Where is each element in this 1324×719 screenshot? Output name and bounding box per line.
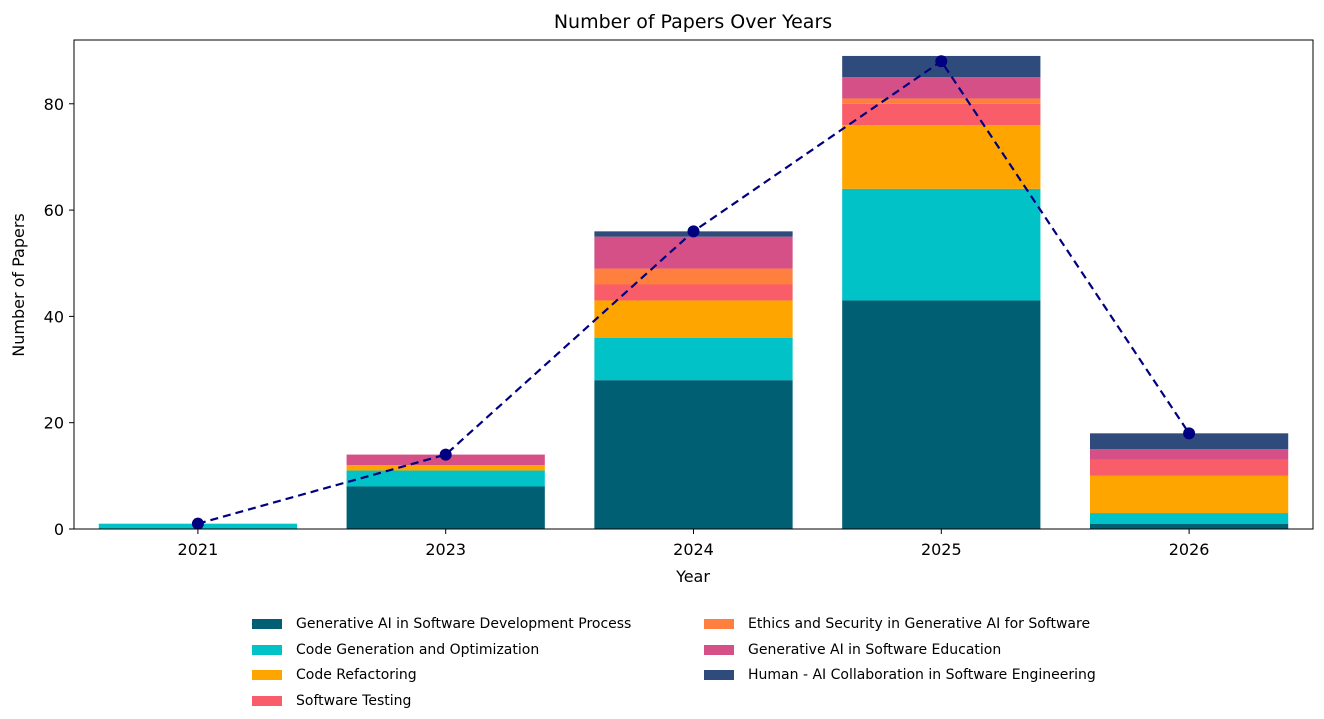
legend-item: Code Generation and Optimization bbox=[252, 638, 539, 662]
bars-layer bbox=[98, 55, 1289, 529]
legend-swatch bbox=[704, 619, 734, 629]
bar-segment bbox=[842, 300, 1041, 529]
legend-swatch bbox=[252, 644, 282, 655]
bar-segment bbox=[1089, 433, 1289, 450]
x-tick-label: 2023 bbox=[425, 540, 466, 559]
y-tick-label: 0 bbox=[54, 520, 64, 539]
legend-label: Code Refactoring bbox=[296, 667, 417, 683]
y-tick-label: 20 bbox=[44, 414, 64, 433]
bar-segment bbox=[594, 337, 793, 381]
x-axis-label: Year bbox=[675, 567, 710, 586]
legend-item: Human - AI Collaboration in Software Eng… bbox=[704, 663, 1096, 687]
totals-line-layer bbox=[191, 55, 1196, 530]
y-tick-label: 80 bbox=[44, 95, 64, 114]
legend-item: Ethics and Security in Generative AI for… bbox=[704, 612, 1090, 636]
bar-segment bbox=[346, 486, 545, 529]
legend-label: Generative AI in Software Education bbox=[748, 641, 1002, 658]
bar-segment bbox=[1089, 523, 1289, 529]
bar-segment bbox=[1089, 459, 1289, 476]
legend-item: Software Testing bbox=[252, 689, 411, 713]
legend-swatch bbox=[704, 670, 734, 680]
totals-point bbox=[1183, 427, 1196, 440]
legend-label: Generative AI in Software Development Pr… bbox=[296, 616, 632, 632]
bar-segment bbox=[594, 300, 793, 338]
chart-title: Number of Papers Over Years bbox=[554, 11, 832, 33]
legend-swatch bbox=[252, 670, 282, 680]
legend: Generative AI in Software Development Pr… bbox=[252, 612, 1152, 712]
legend-item: Generative AI in Software Development Pr… bbox=[252, 612, 631, 636]
legend-swatch bbox=[252, 619, 282, 629]
legend-item: Code Refactoring bbox=[252, 663, 417, 687]
bar-segment bbox=[1089, 449, 1289, 460]
bar-segment bbox=[594, 284, 793, 301]
bar-segment bbox=[842, 77, 1041, 99]
bar-segment bbox=[1089, 513, 1289, 524]
bar-segment bbox=[346, 470, 545, 487]
legend-item: Generative AI in Software Education bbox=[704, 638, 1001, 662]
legend-label: Ethics and Security in Generative AI for… bbox=[748, 616, 1091, 632]
y-tick-label: 60 bbox=[44, 201, 64, 220]
chart: Number of Papers Over Years 2021 2023 2024… bbox=[9, 11, 1314, 586]
bar-segment bbox=[594, 380, 793, 529]
x-tick-label: 2025 bbox=[921, 540, 962, 559]
totals-point bbox=[935, 55, 948, 68]
legend-label: Code Generation and Optimization bbox=[296, 641, 540, 658]
bar-segment bbox=[842, 188, 1041, 301]
x-tick-label: 2021 bbox=[178, 540, 219, 559]
y-tick-label: 40 bbox=[44, 307, 64, 326]
totals-point bbox=[439, 448, 452, 461]
totals-point bbox=[191, 517, 204, 530]
bar-segment bbox=[842, 103, 1041, 126]
x-tick-label: 2026 bbox=[1169, 540, 1210, 559]
legend-label: Software Testing bbox=[296, 692, 412, 709]
bar-segment bbox=[1089, 475, 1289, 514]
bar-segment bbox=[594, 236, 793, 269]
bar-segment bbox=[842, 125, 1041, 189]
bar-segment bbox=[594, 268, 793, 285]
x-axis: 2021 2023 2024 2025 2026 bbox=[178, 529, 1210, 559]
x-tick-label: 2024 bbox=[673, 540, 714, 559]
legend-label: Human - AI Collaboration in Software Eng… bbox=[748, 667, 1096, 683]
bar-segment bbox=[346, 465, 545, 471]
totals-point bbox=[687, 225, 700, 238]
legend-swatch bbox=[704, 644, 734, 655]
bar-segment bbox=[842, 98, 1041, 104]
y-axis-label: Number of Papers bbox=[9, 213, 28, 357]
legend-swatch bbox=[252, 695, 282, 706]
y-axis: 0 20 40 60 80 bbox=[44, 95, 74, 539]
